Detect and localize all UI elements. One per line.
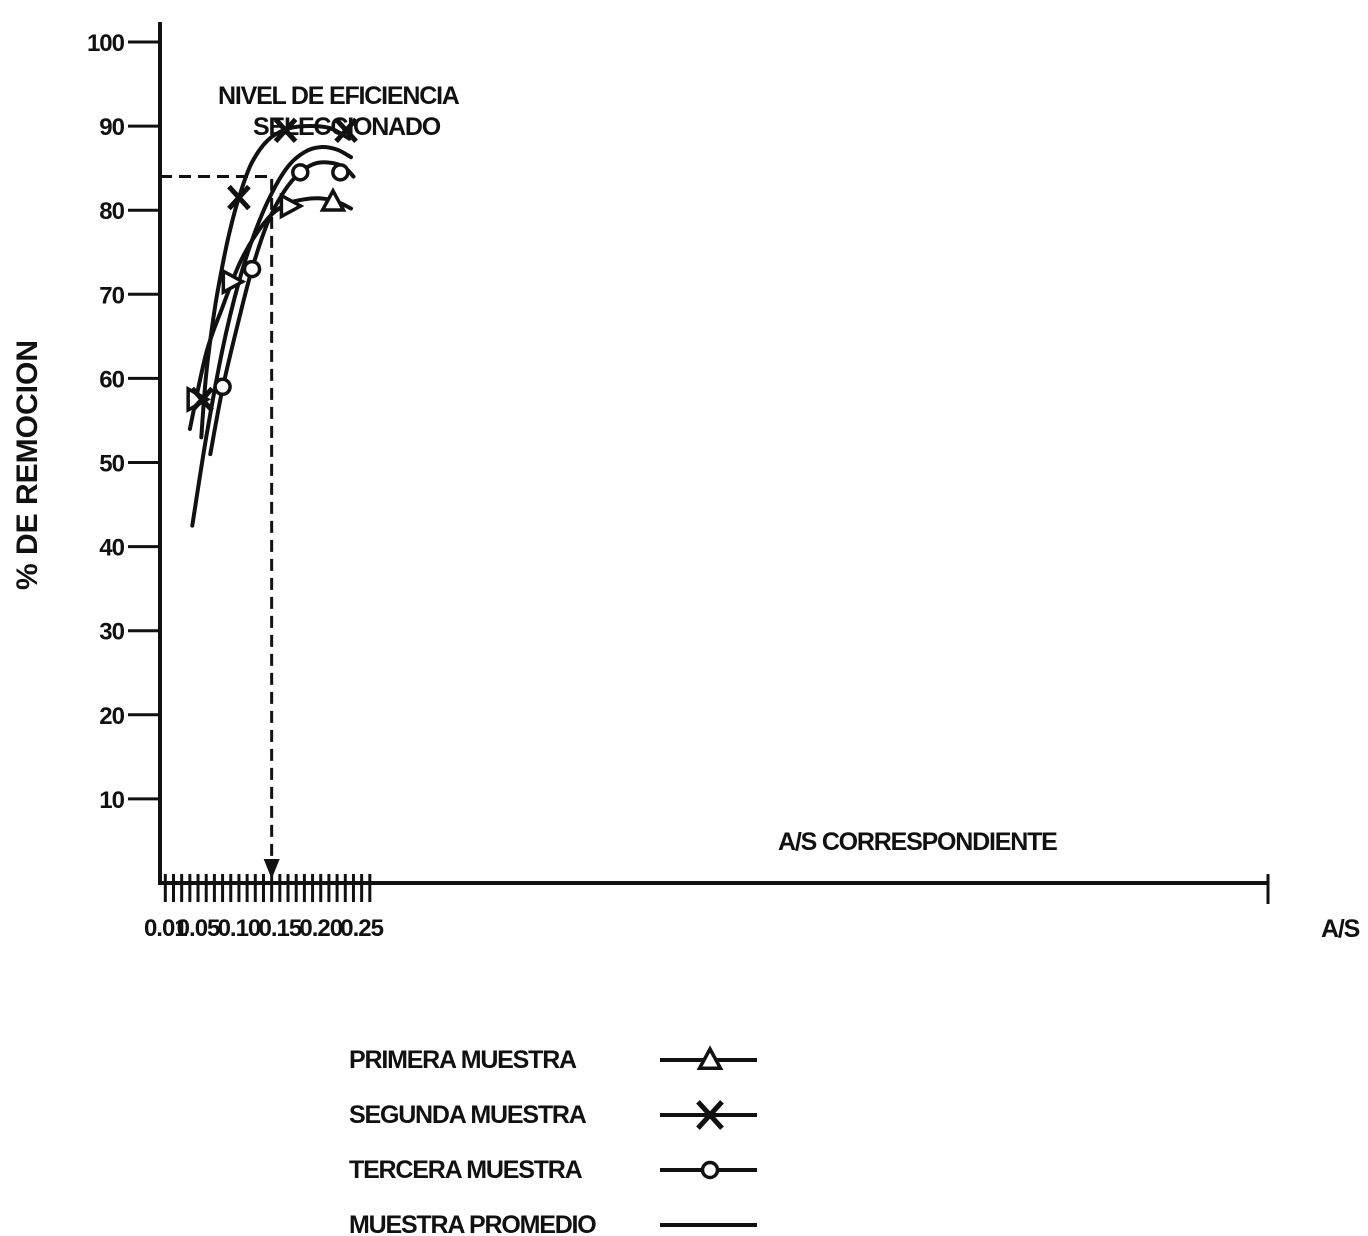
arrow-down-icon [263, 859, 280, 879]
x-tick-label: 0.15 [258, 915, 301, 942]
y-tick-label: 80 [99, 198, 124, 225]
data-point-1 [319, 187, 347, 212]
data-point-2 [227, 184, 251, 211]
y-tick-label: 70 [99, 282, 124, 309]
data-point-2 [273, 117, 298, 143]
series-line-4 [190, 145, 353, 528]
data-point-3 [291, 163, 310, 182]
y-axis-label: % DE REMOCION [11, 340, 44, 590]
legend-label: TERCERA MUESTRA [349, 1156, 583, 1184]
data-point-1 [221, 268, 247, 296]
x-tick-label: 0.01 [144, 915, 187, 942]
y-tick-label: 100 [87, 30, 125, 57]
data-point-2 [334, 117, 358, 143]
y-tick-label: 90 [99, 114, 124, 141]
annotations: NIVEL DE EFICIENCIA SELECCIONADO A/S COR… [160, 82, 1058, 879]
series-line-2 [199, 123, 352, 440]
data-point-3 [213, 377, 232, 397]
data-point-3 [242, 259, 262, 279]
corresponding-ratio-label: A/S CORRESPONDIENTE [778, 828, 1057, 856]
selected-level-label-line-2: SELECCIONADO [253, 113, 441, 141]
x-axis-label: A/S [1321, 915, 1360, 943]
y-tick-label: 60 [99, 366, 124, 393]
axes: 1009080706050403020100.010.050.100.150.2… [87, 22, 1270, 942]
axis-lines [158, 22, 1268, 885]
x-tick-label: 0.10 [218, 915, 261, 942]
y-tick-label: 20 [99, 703, 124, 730]
data-point-2 [190, 386, 214, 413]
selected-level-dashed-line [160, 175, 274, 861]
data-point-1 [279, 192, 305, 220]
selected-level-label-line-1: NIVEL DE EFICIENCIA [218, 82, 460, 110]
x-tick-label: 0.20 [299, 915, 342, 942]
y-tick-label: 50 [99, 451, 124, 478]
series-line-3 [208, 160, 356, 457]
data-markers [186, 117, 358, 413]
legend-label: PRIMERA MUESTRA [349, 1046, 577, 1074]
legend-marker-x [696, 1100, 724, 1130]
y-tick-label: 40 [99, 535, 124, 562]
x-tick-label: 0.25 [340, 915, 383, 942]
y-tick-label: 10 [99, 787, 124, 814]
legend-label: SEGUNDA MUESTRA [349, 1101, 587, 1129]
series-curves [187, 123, 356, 528]
y-tick-label: 30 [99, 619, 124, 646]
legend: PRIMERA MUESTRA SEGUNDA MUESTRA TERCERA MU… [349, 1045, 757, 1236]
legend-marker-circle [700, 1160, 720, 1180]
legend-marker-triangle [696, 1045, 724, 1070]
x-tick-label: 0.05 [177, 915, 220, 942]
data-point-3 [331, 163, 350, 182]
legend-label: MUESTRA PROMEDIO [349, 1211, 596, 1236]
